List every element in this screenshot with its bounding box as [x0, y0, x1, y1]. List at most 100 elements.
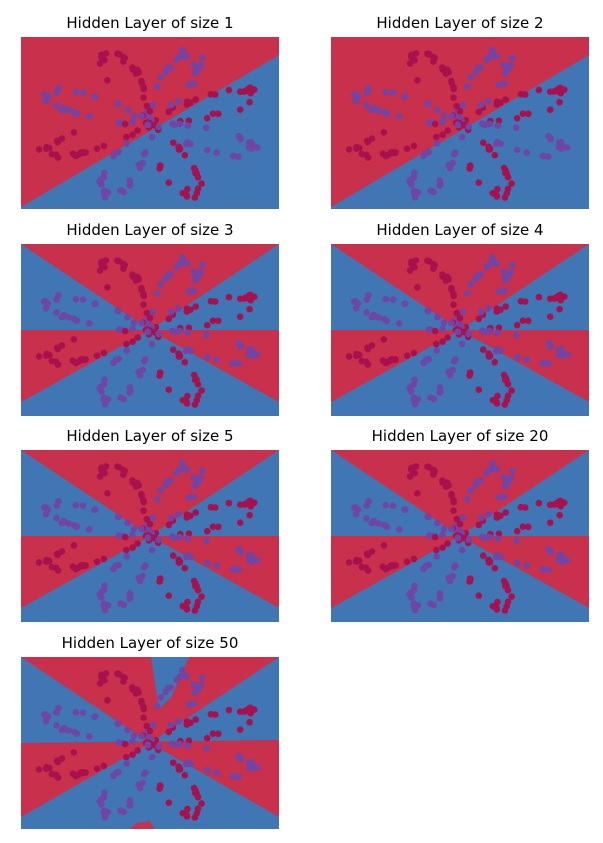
subplot-title: Hidden Layer of size 4 — [376, 221, 544, 239]
data-point — [353, 558, 360, 565]
data-point — [70, 542, 78, 549]
data-point — [500, 493, 508, 500]
data-point — [126, 177, 134, 184]
data-point — [72, 708, 80, 716]
data-point — [129, 477, 136, 484]
data-point — [164, 477, 172, 485]
data-point — [546, 106, 554, 113]
data-point — [203, 734, 211, 742]
data-point — [439, 325, 446, 333]
data-point — [185, 324, 193, 331]
data-point — [116, 258, 123, 265]
data-point — [204, 146, 211, 154]
data-point — [207, 90, 215, 98]
data-point — [459, 101, 467, 109]
data-point — [410, 142, 418, 150]
data-point — [229, 360, 237, 367]
data-point — [198, 387, 205, 394]
data-point — [156, 369, 164, 376]
data-point — [407, 176, 415, 183]
data-point — [535, 86, 543, 94]
data-point — [165, 386, 173, 393]
data-point — [483, 263, 491, 271]
data-point — [491, 151, 499, 159]
decision-region — [21, 536, 150, 608]
data-point — [207, 297, 215, 305]
data-point — [100, 349, 108, 357]
data-point — [70, 728, 78, 736]
data-point — [121, 674, 128, 682]
data-point — [474, 64, 482, 72]
data-point — [555, 351, 563, 358]
data-point — [382, 359, 390, 367]
data-point — [410, 188, 418, 196]
data-point — [463, 496, 471, 503]
data-point — [505, 478, 513, 485]
data-point — [229, 566, 237, 573]
data-point — [448, 525, 455, 533]
data-point — [126, 595, 133, 602]
data-point — [517, 90, 525, 98]
data-point — [363, 89, 370, 96]
data-point — [101, 606, 109, 614]
data-point — [190, 493, 198, 500]
data-point — [245, 764, 253, 771]
data-point — [414, 77, 421, 84]
data-point — [445, 161, 452, 169]
data-point — [72, 501, 80, 509]
data-point — [502, 303, 509, 310]
data-point — [508, 261, 516, 269]
data-point — [215, 110, 222, 118]
data-point — [181, 358, 189, 366]
data-point — [100, 601, 108, 609]
data-point — [439, 531, 446, 539]
data-point — [525, 110, 532, 118]
data-point — [140, 714, 147, 721]
data-point — [195, 272, 203, 279]
data-point — [494, 185, 501, 193]
data-point — [185, 494, 193, 501]
decision-boundary-plot — [21, 37, 279, 209]
data-point — [525, 523, 532, 531]
data-point — [169, 552, 177, 559]
decision-boundary-plot — [21, 244, 279, 416]
data-point — [85, 526, 93, 533]
data-point — [495, 81, 503, 88]
data-point — [143, 309, 151, 317]
decision-region — [21, 330, 150, 402]
data-point — [475, 592, 483, 599]
data-point — [169, 139, 177, 146]
data-point — [380, 129, 388, 136]
data-point — [123, 340, 130, 348]
data-point — [486, 559, 494, 566]
data-point — [434, 313, 441, 321]
data-point — [101, 813, 109, 821]
data-point — [556, 305, 563, 313]
data-point — [454, 328, 461, 335]
data-point — [380, 521, 388, 529]
data-point — [43, 145, 50, 152]
data-point — [452, 149, 459, 156]
data-point — [104, 77, 111, 84]
data-point — [123, 347, 130, 354]
data-point — [454, 534, 461, 541]
data-point — [192, 716, 199, 723]
data-point — [149, 308, 157, 316]
data-point — [129, 531, 136, 539]
data-point — [129, 131, 136, 138]
data-point — [54, 361, 62, 368]
data-point — [179, 459, 186, 467]
data-point — [176, 353, 184, 360]
data-point — [123, 133, 130, 141]
data-point — [203, 114, 211, 122]
data-point — [486, 146, 494, 153]
subplot-size-20: Hidden Layer of size 20 — [331, 427, 589, 622]
data-point — [53, 89, 60, 96]
data-point — [129, 684, 136, 691]
data-point — [505, 65, 513, 72]
data-point — [44, 93, 52, 100]
data-point — [53, 309, 60, 316]
data-point — [148, 753, 156, 761]
data-point — [229, 153, 237, 160]
data-point — [79, 562, 86, 569]
